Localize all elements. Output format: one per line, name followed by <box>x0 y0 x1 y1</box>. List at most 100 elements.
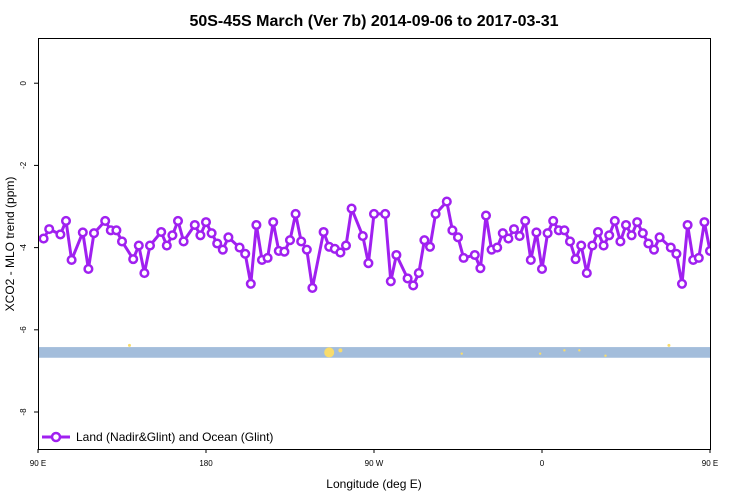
data-point <box>212 238 223 249</box>
data-point <box>458 252 469 263</box>
data-point <box>441 196 452 207</box>
data-point <box>693 252 704 263</box>
data-point <box>206 228 217 239</box>
y-tick-label: -2 <box>19 161 28 169</box>
data-point <box>368 208 380 219</box>
marker-dot <box>538 352 542 355</box>
data-point <box>318 226 329 238</box>
data-point <box>340 240 352 251</box>
marker-dot <box>338 348 343 353</box>
data-point <box>492 242 503 253</box>
legend: Land (Nadir&Glint) and Ocean (Glint) <box>42 430 273 444</box>
data-point <box>626 230 637 241</box>
data-point <box>111 225 122 236</box>
data-point <box>38 233 49 244</box>
data-point <box>200 217 212 228</box>
x-tick-label: 90 E <box>702 459 718 468</box>
data-point <box>581 268 592 279</box>
x-axis: 90 E 180 90 W 0 90 E <box>30 449 718 468</box>
data-point <box>632 217 643 228</box>
data-point <box>144 240 156 251</box>
data-point <box>195 230 206 241</box>
data-point <box>430 208 441 219</box>
data-point <box>357 231 368 242</box>
marker-dot <box>460 352 463 355</box>
data-point <box>548 215 559 226</box>
y-axis-label: XCO2 - MLO trend (ppm) <box>3 177 17 312</box>
data-point <box>307 282 318 293</box>
x-tick-label: 0 <box>540 459 545 468</box>
data-point <box>217 244 228 255</box>
data-point <box>604 230 615 241</box>
data-point <box>536 263 548 275</box>
series-line <box>42 200 710 290</box>
data-point <box>296 236 307 247</box>
data-point <box>665 242 676 253</box>
y-tick-label: 0 <box>19 80 28 85</box>
data-point <box>615 236 626 247</box>
data-point <box>189 219 200 231</box>
data-point <box>391 249 402 261</box>
plot-area <box>38 196 710 358</box>
data-point <box>576 240 587 251</box>
data-point <box>116 236 128 247</box>
data-point <box>408 280 419 291</box>
data-point <box>637 228 648 239</box>
data-point <box>598 240 609 251</box>
data-point <box>475 263 486 274</box>
data-point <box>469 249 480 261</box>
data-point <box>262 252 273 263</box>
data-point <box>279 246 290 257</box>
data-point <box>77 227 88 238</box>
marker-dot <box>563 349 566 352</box>
data-point <box>66 254 77 265</box>
marker-dot <box>578 349 581 352</box>
data-point <box>419 235 430 246</box>
x-tick-label: 90 E <box>30 459 46 468</box>
data-point <box>620 219 632 231</box>
data-point <box>60 215 72 226</box>
data-point <box>609 215 620 226</box>
data-point <box>480 210 492 221</box>
data-point <box>592 226 604 238</box>
data-point <box>424 241 436 252</box>
data-point <box>559 225 570 236</box>
data-point <box>172 215 184 226</box>
data-point <box>128 254 139 265</box>
legend-marker <box>50 431 62 443</box>
data-point <box>139 268 150 279</box>
data-point <box>240 248 251 259</box>
data-point <box>520 215 531 226</box>
data-point <box>234 242 245 253</box>
data-point <box>156 226 167 238</box>
data-point <box>542 228 553 239</box>
data-point <box>503 233 514 244</box>
data-point <box>654 232 665 243</box>
data-point <box>497 228 508 239</box>
data-point <box>531 227 542 238</box>
data-point <box>385 276 396 287</box>
data-point <box>380 208 391 219</box>
data-point <box>671 248 682 259</box>
marker-dot <box>604 354 607 357</box>
data-point <box>290 208 301 219</box>
marker-dot <box>127 343 131 347</box>
marker-dot <box>667 343 671 347</box>
data-point <box>44 224 55 235</box>
x-axis-label: Longitude (deg E) <box>326 477 421 491</box>
data-point <box>452 232 464 243</box>
data-point <box>676 278 688 289</box>
data-point <box>133 240 144 251</box>
data-point <box>570 254 581 265</box>
data-point <box>514 231 525 242</box>
data-point <box>251 219 262 231</box>
y-tick-label: -8 <box>19 408 28 416</box>
legend-label: Land (Nadir&Glint) and Ocean (Glint) <box>76 430 273 444</box>
data-point <box>223 232 234 243</box>
data-point <box>268 217 279 228</box>
data-point <box>363 258 374 269</box>
y-axis: 0 -2 -4 -6 -8 <box>19 80 38 416</box>
data-point <box>587 240 598 251</box>
marker-dot <box>324 347 335 358</box>
